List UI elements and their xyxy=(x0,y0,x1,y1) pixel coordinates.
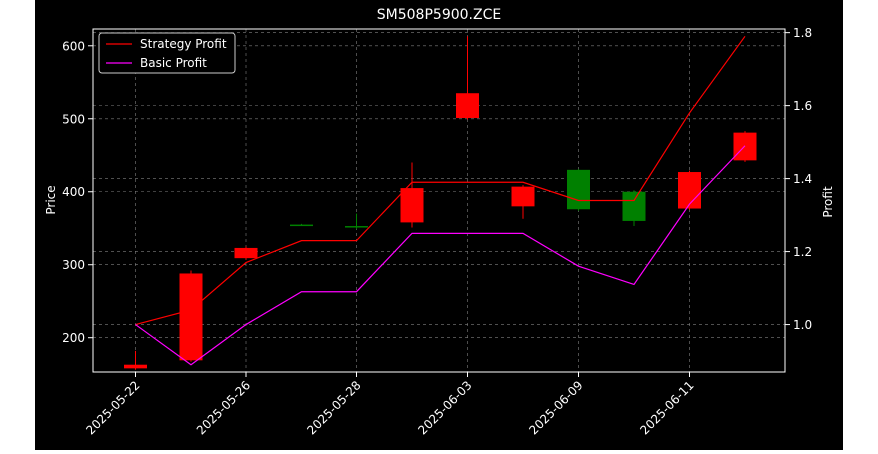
basic-profit-line xyxy=(135,145,746,366)
strategy-profit-line xyxy=(135,35,746,326)
candle-body xyxy=(511,186,535,207)
candle-body xyxy=(290,224,313,227)
candle-body xyxy=(234,247,258,259)
candle-body xyxy=(179,273,203,361)
y-tick-label-left: 300 xyxy=(62,258,85,272)
candle-body xyxy=(622,191,646,221)
y-tick-label-left: 400 xyxy=(62,185,85,199)
chart-title: SM508P5900.ZCE xyxy=(377,7,501,23)
plot-frame xyxy=(92,28,786,373)
right-axis: 1.0 1.2 1.4 1.6 1.8 xyxy=(785,26,812,332)
candle-body xyxy=(567,169,590,210)
y-tick-label-right: 1.8 xyxy=(793,26,812,40)
y-axis-right-label: Profit xyxy=(821,186,835,218)
legend: Strategy Profit Basic Profit xyxy=(98,32,236,74)
legend-box xyxy=(98,32,236,74)
y-tick-label-right: 1.4 xyxy=(793,172,812,186)
y-tick-label-right: 1.6 xyxy=(793,99,812,113)
candle-body xyxy=(678,172,701,209)
candle-body xyxy=(456,93,479,119)
y-tick-label-left: 600 xyxy=(62,39,85,53)
candle-body xyxy=(400,188,424,223)
y-tick-label-right: 1.2 xyxy=(793,245,812,259)
candle-body xyxy=(345,226,368,228)
left-axis: 200 300 400 500 600 xyxy=(62,39,93,345)
y-axis-left-label: Price xyxy=(44,185,58,214)
y-tick-label-left: 200 xyxy=(62,331,85,345)
y-tick-label-left: 500 xyxy=(62,112,85,126)
candle-body xyxy=(124,364,147,369)
lines-layer xyxy=(135,35,746,366)
y-tick-label-right: 1.0 xyxy=(793,318,812,332)
legend-label-strategy: Strategy Profit xyxy=(140,37,227,51)
legend-label-basic: Basic Profit xyxy=(140,56,207,70)
plot-area xyxy=(93,29,785,372)
